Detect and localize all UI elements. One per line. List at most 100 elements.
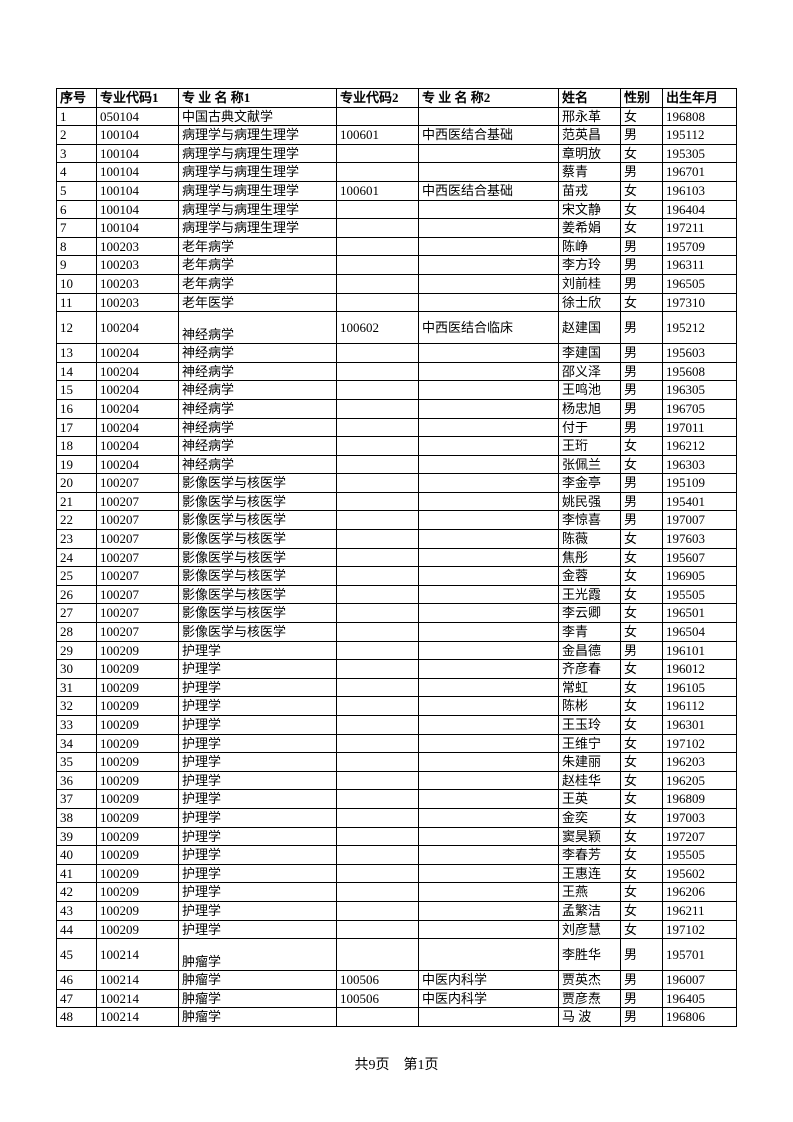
cell-birth: 195709	[663, 237, 737, 256]
cell-sex: 女	[621, 734, 663, 753]
cell-name2	[419, 256, 559, 275]
cell-seq: 36	[57, 771, 97, 790]
cell-name2	[419, 808, 559, 827]
cell-code2	[337, 163, 419, 182]
cell-name2	[419, 511, 559, 530]
cell-code2	[337, 678, 419, 697]
cell-name1: 病理学与病理生理学	[179, 200, 337, 219]
cell-code2	[337, 548, 419, 567]
cell-code2	[337, 511, 419, 530]
cell-sex: 男	[621, 126, 663, 145]
cell-code1: 100209	[97, 771, 179, 790]
cell-name2: 中西医结合临床	[419, 312, 559, 344]
cell-sex: 男	[621, 1008, 663, 1027]
cell-name2: 中医内科学	[419, 971, 559, 990]
cell-code2	[337, 492, 419, 511]
data-table: 序号 专业代码1 专 业 名 称1 专业代码2 专 业 名 称2 姓名 性别 出…	[56, 88, 737, 1027]
cell-seq: 26	[57, 585, 97, 604]
cell-birth: 196809	[663, 790, 737, 809]
cell-name2	[419, 939, 559, 971]
cell-code1: 100104	[97, 144, 179, 163]
table-row: 26100207影像医学与核医学王光霞女195505	[57, 585, 737, 604]
cell-birth: 196311	[663, 256, 737, 275]
table-row: 23100207影像医学与核医学陈薇女197603	[57, 530, 737, 549]
table-row: 44100209护理学刘彦慧女197102	[57, 920, 737, 939]
table-row: 12100204神经病学100602中西医结合临床赵建国男195212	[57, 312, 737, 344]
table-row: 41100209护理学王惠连女195602	[57, 864, 737, 883]
cell-birth: 196012	[663, 660, 737, 679]
cell-seq: 11	[57, 293, 97, 312]
cell-name1: 护理学	[179, 864, 337, 883]
cell-seq: 27	[57, 604, 97, 623]
cell-sex: 女	[621, 790, 663, 809]
cell-name2	[419, 530, 559, 549]
cell-birth: 196705	[663, 399, 737, 418]
cell-pname: 杨忠旭	[559, 399, 621, 418]
table-row: 34100209护理学王维宁女197102	[57, 734, 737, 753]
cell-sex: 男	[621, 163, 663, 182]
cell-sex: 女	[621, 548, 663, 567]
cell-name2: 中医内科学	[419, 989, 559, 1008]
cell-name2	[419, 753, 559, 772]
cell-code1: 100207	[97, 604, 179, 623]
cell-pname: 王珩	[559, 437, 621, 456]
cell-name2	[419, 144, 559, 163]
cell-birth: 196205	[663, 771, 737, 790]
cell-name1: 护理学	[179, 846, 337, 865]
cell-seq: 19	[57, 455, 97, 474]
cell-name2	[419, 604, 559, 623]
cell-code2	[337, 1008, 419, 1027]
cell-seq: 17	[57, 418, 97, 437]
cell-seq: 28	[57, 623, 97, 642]
cell-code2	[337, 362, 419, 381]
cell-code2: 100601	[337, 181, 419, 200]
cell-sex: 女	[621, 567, 663, 586]
cell-code1: 100209	[97, 678, 179, 697]
cell-sex: 女	[621, 144, 663, 163]
cell-code1: 100207	[97, 511, 179, 530]
cell-name1: 神经病学	[179, 312, 337, 344]
cell-name1: 护理学	[179, 678, 337, 697]
cell-seq: 15	[57, 381, 97, 400]
cell-seq: 41	[57, 864, 97, 883]
cell-birth: 195607	[663, 548, 737, 567]
cell-seq: 44	[57, 920, 97, 939]
cell-code2	[337, 660, 419, 679]
cell-code2	[337, 771, 419, 790]
cell-birth: 196806	[663, 1008, 737, 1027]
cell-code1: 100203	[97, 293, 179, 312]
cell-seq: 22	[57, 511, 97, 530]
cell-sex: 男	[621, 474, 663, 493]
cell-code2	[337, 474, 419, 493]
cell-name2	[419, 455, 559, 474]
cell-code1: 100104	[97, 219, 179, 238]
cell-birth: 197011	[663, 418, 737, 437]
cell-birth: 197102	[663, 734, 737, 753]
cell-name1: 肿瘤学	[179, 989, 337, 1008]
table-row: 3100104病理学与病理生理学章明放女195305	[57, 144, 737, 163]
cell-name2	[419, 678, 559, 697]
cell-name2	[419, 920, 559, 939]
cell-sex: 女	[621, 901, 663, 920]
cell-seq: 9	[57, 256, 97, 275]
cell-name2	[419, 846, 559, 865]
cell-birth: 196212	[663, 437, 737, 456]
cell-name2	[419, 548, 559, 567]
cell-seq: 45	[57, 939, 97, 971]
cell-sex: 男	[621, 312, 663, 344]
cell-code2	[337, 864, 419, 883]
cell-code1: 100104	[97, 163, 179, 182]
table-row: 6100104病理学与病理生理学宋文静女196404	[57, 200, 737, 219]
cell-code1: 100209	[97, 808, 179, 827]
table-row: 25100207影像医学与核医学金蓉女196905	[57, 567, 737, 586]
cell-pname: 范英昌	[559, 126, 621, 145]
cell-seq: 2	[57, 126, 97, 145]
table-row: 27100207影像医学与核医学李云卿女196501	[57, 604, 737, 623]
table-row: 30100209护理学齐彦春女196012	[57, 660, 737, 679]
cell-sex: 女	[621, 437, 663, 456]
cell-pname: 王玉玲	[559, 716, 621, 735]
cell-name2	[419, 200, 559, 219]
cell-name1: 影像医学与核医学	[179, 474, 337, 493]
cell-birth: 196301	[663, 716, 737, 735]
cell-code1: 100104	[97, 181, 179, 200]
